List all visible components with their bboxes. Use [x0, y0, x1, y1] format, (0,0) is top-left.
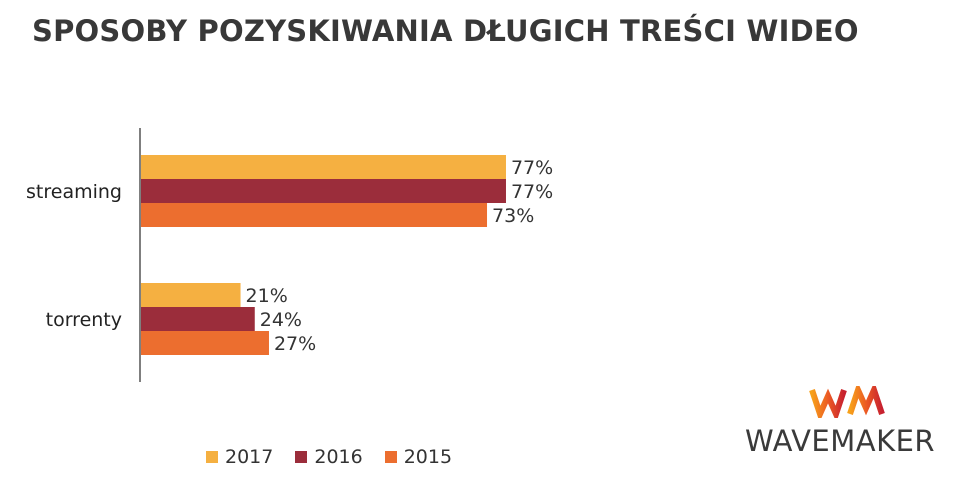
category-label-streaming: streaming [26, 181, 122, 203]
legend-swatch-2017 [206, 451, 218, 463]
data-label-torrenty-2015: 27% [274, 333, 316, 355]
legend-item-2017: 2017 [206, 446, 273, 468]
legend-swatch-2016 [295, 451, 308, 463]
wavemaker-wordmark: WAVEMAKER [745, 424, 936, 458]
bar-streaming-2017 [141, 155, 506, 179]
legend-label-2016: 2016 [314, 446, 363, 468]
legend-item-2016: 2016 [295, 446, 363, 468]
data-label-streaming-2017: 77% [511, 157, 553, 179]
legend-item-2015: 2015 [384, 446, 453, 468]
category-label-torrenty: torrenty [46, 309, 122, 331]
bar-streaming-2016 [141, 179, 506, 203]
data-label-torrenty-2016: 24% [260, 309, 302, 331]
legend: 2017 2016 2015 [206, 446, 452, 468]
legend-label-2017: 2017 [225, 446, 274, 468]
bar-torrenty-2017 [141, 283, 241, 307]
data-label-streaming-2016: 77% [511, 181, 553, 203]
legend-swatch-2015 [384, 451, 397, 463]
bar-torrenty-2015 [141, 331, 269, 355]
legend-label-2015: 2015 [403, 446, 453, 468]
wm-logo-mark-icon [809, 386, 885, 418]
chart-title: SPOSOBY POZYSKIWANIA DŁUGICH TREŚCI WIDE… [32, 14, 859, 48]
bar-streaming-2015 [141, 203, 488, 227]
data-label-torrenty-2017: 21% [246, 285, 288, 307]
bar-torrenty-2016 [141, 307, 255, 331]
data-label-streaming-2015: 73% [492, 205, 534, 227]
